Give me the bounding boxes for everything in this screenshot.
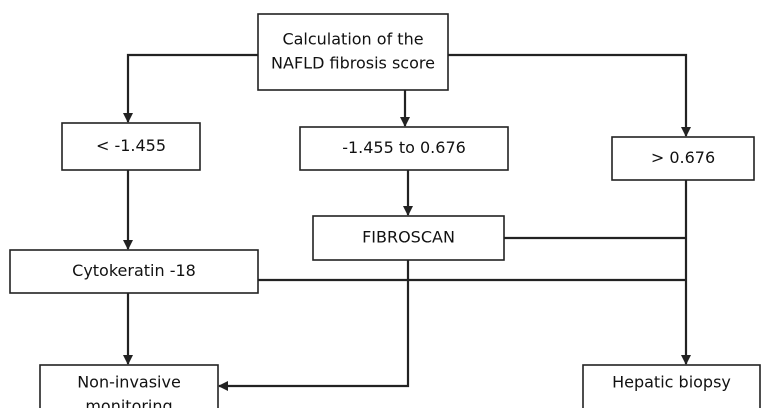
boxes: Calculation of the NAFLD fibrosis score < … [9, 13, 761, 408]
node-label: FIBROSCAN [362, 228, 455, 247]
node-label: NAFLD fibrosis score [271, 54, 435, 73]
node-box [257, 13, 449, 91]
arrow [123, 53, 258, 123]
node-label: < -1.455 [96, 136, 166, 155]
node-label: -1.455 to 0.676 [342, 138, 466, 157]
connectors [123, 53, 691, 391]
node-label: Calculation of the [282, 30, 423, 49]
arrow [448, 53, 691, 137]
node-label: Hepatic biopsy [612, 373, 731, 392]
node-box [299, 126, 509, 171]
node-box [312, 215, 505, 261]
node-label: Non-invasive [77, 373, 181, 392]
arrow [218, 260, 410, 391]
node-box [9, 249, 259, 294]
node-box [39, 364, 219, 408]
node-box [61, 122, 201, 171]
node-box [582, 364, 761, 408]
node-label: > 0.676 [651, 148, 715, 167]
node-box [611, 136, 755, 181]
node-label: Cytokeratin -18 [72, 261, 196, 280]
node-label: monitoring [85, 397, 172, 408]
